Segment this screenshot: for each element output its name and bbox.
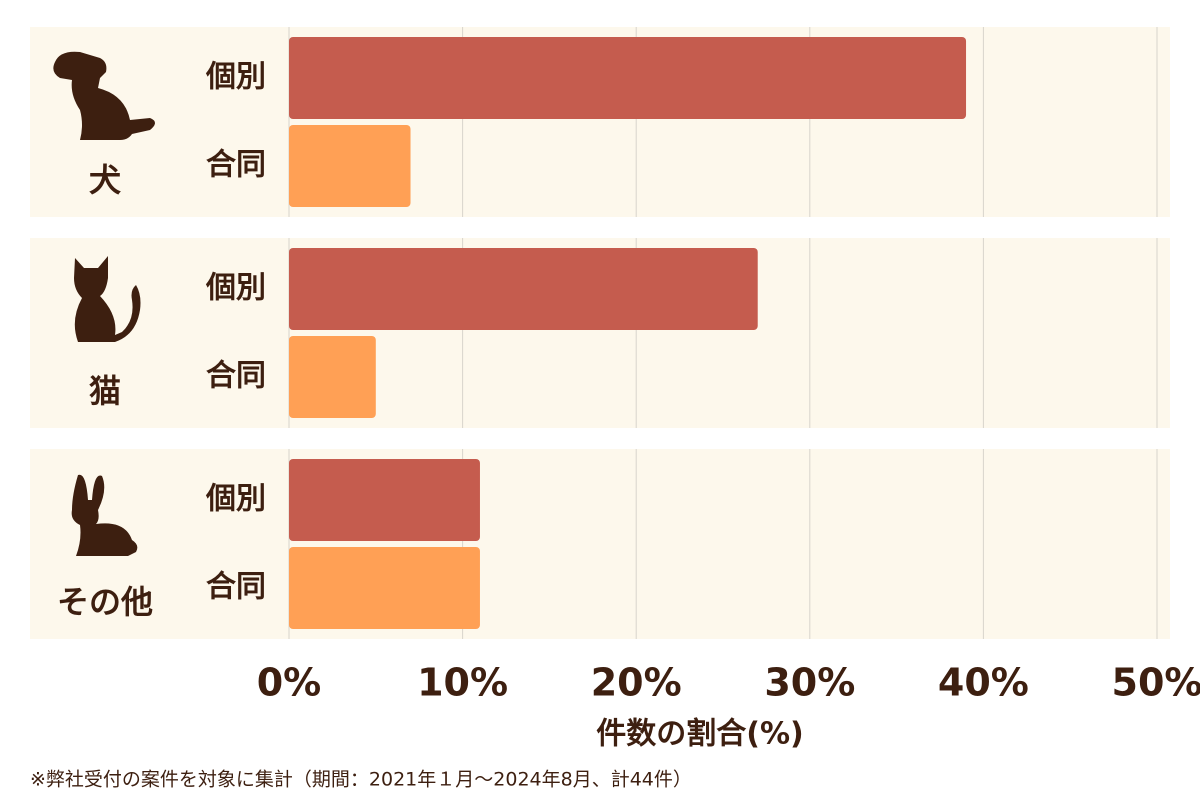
x-tick-label: 30% (764, 661, 855, 705)
category-label: 猫 (89, 372, 121, 410)
rabbit-icon (71, 474, 138, 556)
bar (289, 459, 480, 541)
x-tick-label: 10% (417, 661, 508, 705)
category-label: 犬 (89, 161, 121, 199)
group-panel (30, 449, 1170, 639)
series-label: 合同 (206, 359, 266, 394)
series-label: 個別 (205, 271, 266, 306)
x-axis-title: 件数の割合(%) (596, 717, 803, 752)
bar (289, 547, 480, 629)
x-tick-label: 50% (1112, 661, 1200, 705)
category-label: その他 (57, 583, 153, 621)
bar (289, 125, 411, 207)
icons (53, 51, 156, 556)
series-label: 個別 (205, 60, 266, 95)
cat-icon (74, 256, 141, 342)
series-label: 合同 (206, 570, 266, 605)
series-label: 個別 (205, 482, 266, 517)
x-tick-label: 40% (938, 661, 1029, 705)
x-tick-label: 20% (591, 661, 682, 705)
bar (289, 248, 758, 330)
x-tick-label: 0% (257, 661, 322, 705)
dog-icon (53, 51, 156, 140)
bar (289, 37, 967, 119)
series-label: 合同 (206, 148, 266, 183)
footnote: ※弊社受付の案件を対象に集計（期間：2021年１月～2024年8月、計44件） (30, 769, 692, 791)
bar (289, 336, 376, 418)
